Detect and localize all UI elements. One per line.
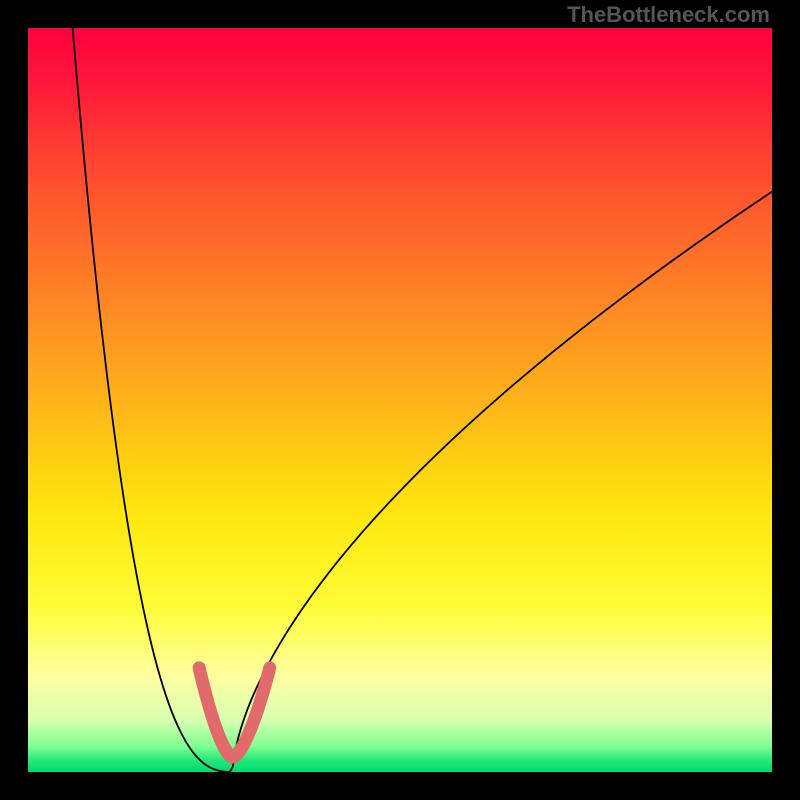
watermark-text: TheBottleneck.com [567, 2, 770, 28]
plot-area [28, 28, 772, 772]
gradient-background [28, 28, 772, 772]
bottleneck-chart [28, 28, 772, 772]
